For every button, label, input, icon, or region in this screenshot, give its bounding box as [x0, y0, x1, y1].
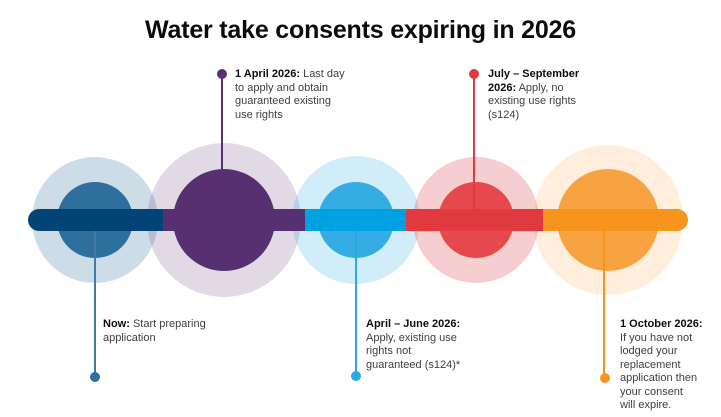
- april-june-label-line: Apply, existing use: [366, 332, 460, 346]
- april-1-connector-line: [221, 74, 223, 209]
- october-1-label-line: replacement: [620, 359, 703, 373]
- october-1-connector-line: [603, 231, 605, 378]
- timeline-bar: [28, 209, 688, 231]
- october-1-label-text: If you have not: [620, 331, 693, 344]
- bar-segment-april-june: [305, 209, 406, 231]
- now-dot: [90, 372, 100, 382]
- april-1-label-text: Last day: [300, 68, 345, 80]
- july-sept-label-line: existing use rights: [488, 95, 579, 109]
- october-1-label-line: 1 October 2026:: [620, 318, 703, 332]
- july-sept-label-lead: 2026:: [488, 81, 517, 94]
- april-1-dot: [217, 69, 227, 79]
- july-sept-label-lead: July – September: [488, 68, 580, 80]
- april-june-label-lead: April – June 2026:: [366, 318, 461, 330]
- bar-segment-now: [28, 209, 163, 231]
- april-june-label-text: rights not: [366, 345, 412, 357]
- july-sept-label-text: (s124): [488, 108, 520, 121]
- october-1-dot: [600, 373, 610, 383]
- april-1-label-text: guaranteed existing: [235, 95, 332, 107]
- april-june-connector-line: [355, 231, 357, 376]
- bar-segment-october-1: [543, 209, 688, 231]
- april-june-label-line: guaranteed (s124)*: [366, 359, 460, 373]
- now-label-line: application: [103, 332, 206, 346]
- april-1-label-lead: 1 April 2026:: [235, 68, 301, 80]
- april-1-label-text: to apply and obtain: [235, 81, 328, 94]
- july-sept-label-text: Apply, no: [516, 81, 564, 94]
- now-label: Now: Start preparing application: [103, 318, 206, 345]
- now-label-line: Now: Start preparing: [103, 318, 206, 332]
- october-1-label-line: application then: [620, 372, 703, 386]
- july-sept-connector-line: [473, 74, 475, 209]
- page-title: Water take consents expiring in 2026: [145, 16, 576, 44]
- july-sept-label-line: 2026: Apply, no: [488, 82, 579, 96]
- april-1-label-line: guaranteed existing: [235, 95, 345, 109]
- april-june-label: April – June 2026: Apply, existing use rig…: [366, 318, 460, 372]
- july-sept-label-text: existing use rights: [488, 95, 577, 107]
- april-1-label-text: use rights: [235, 108, 283, 121]
- october-1-label-lead: 1 October 2026:: [620, 318, 703, 330]
- october-1-label-line: lodged your: [620, 345, 703, 359]
- october-1-label-text: replacement: [620, 358, 681, 371]
- now-label-lead: Now:: [103, 318, 130, 330]
- october-1-label-text: lodged your: [620, 345, 678, 357]
- now-label-text: application: [103, 331, 156, 344]
- april-1-label: 1 April 2026: Last day to apply and obtai…: [235, 68, 345, 122]
- april-1-label-line: 1 April 2026: Last day: [235, 68, 345, 82]
- october-1-label-line: your consent: [620, 386, 703, 400]
- april-1-label-line: use rights: [235, 109, 345, 123]
- april-june-label-text: guaranteed (s124)*: [366, 358, 461, 371]
- july-sept-label-line: July – September: [488, 68, 579, 82]
- october-1-label-line: If you have not: [620, 332, 703, 346]
- bar-segment-april-1: [163, 209, 305, 231]
- now-connector-line: [94, 231, 96, 377]
- october-1-label-text: your consent: [620, 385, 683, 398]
- july-sept-label: July – September 2026: Apply, no existing …: [488, 68, 579, 122]
- july-sept-dot: [469, 69, 479, 79]
- april-june-dot: [351, 371, 361, 381]
- april-1-label-line: to apply and obtain: [235, 82, 345, 96]
- now-label-text: Start preparing: [129, 318, 206, 330]
- april-june-label-line: rights not: [366, 345, 460, 359]
- october-1-label-text: application then: [620, 372, 698, 384]
- april-june-label-line: April – June 2026:: [366, 318, 460, 332]
- october-1-label: 1 October 2026: If you have not lodged you…: [620, 318, 703, 413]
- october-1-label-text: will expire.: [620, 399, 672, 411]
- april-june-label-text: Apply, existing use: [366, 331, 457, 344]
- october-1-label-line: will expire.: [620, 399, 703, 413]
- july-sept-label-line: (s124): [488, 109, 579, 123]
- bar-segment-july-sept: [406, 209, 543, 231]
